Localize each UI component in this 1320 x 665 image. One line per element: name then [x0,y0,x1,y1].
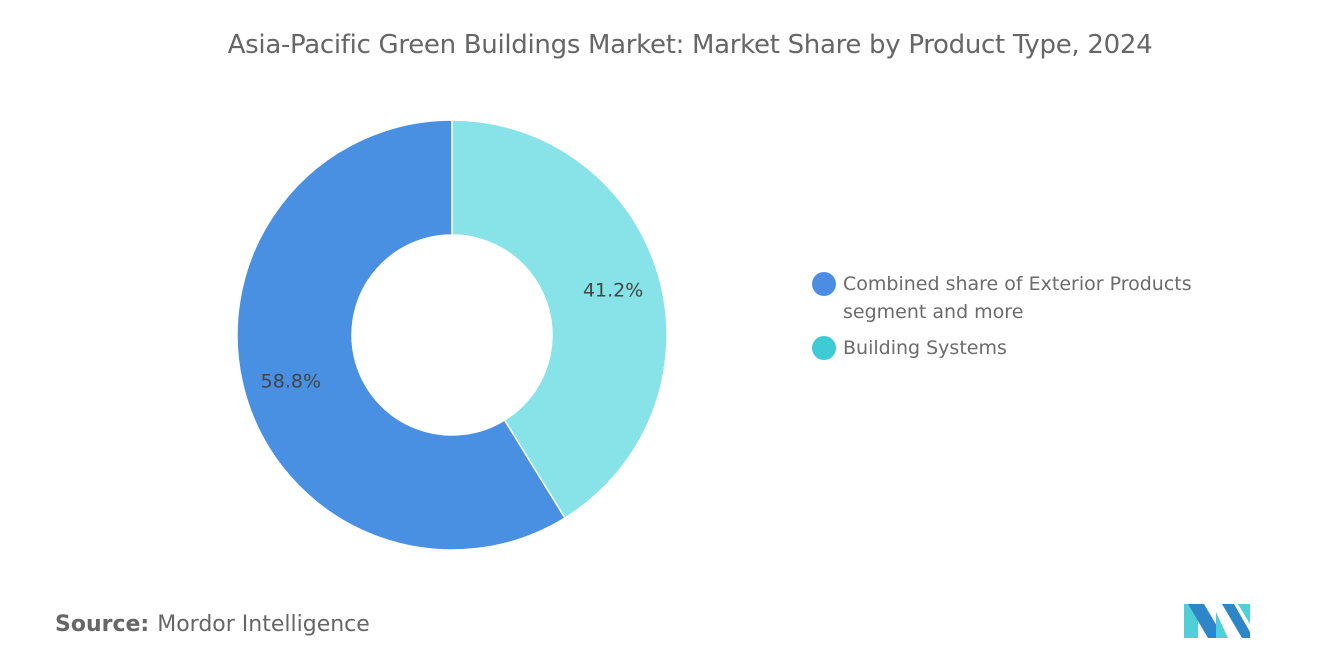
source-note: Source: Mordor Intelligence [55,612,370,637]
data-label: 41.2% [583,279,643,301]
data-label: 58.8% [261,371,321,393]
legend-swatch [812,336,836,360]
slice-combined-share-of-exterior-products-segment-and-more[interactable] [236,119,566,551]
legend-item-building-systems[interactable]: Building Systems [812,334,1223,362]
slice-building-systems[interactable] [451,119,668,519]
legend-swatch [812,272,836,296]
mordor-intelligence-logo [1184,604,1250,638]
legend-label: Building Systems [843,337,1007,359]
legend: Combined share of Exterior Products segm… [812,270,1223,370]
chart-title: Asia-Pacific Green Buildings Market: Mar… [227,30,1153,60]
legend-item-exterior[interactable]: Combined share of Exterior Products segm… [812,270,1223,326]
source-value: Mordor Intelligence [157,612,370,637]
legend-label: Combined share of Exterior Products segm… [843,273,1192,323]
source-label: Source: [55,612,150,637]
